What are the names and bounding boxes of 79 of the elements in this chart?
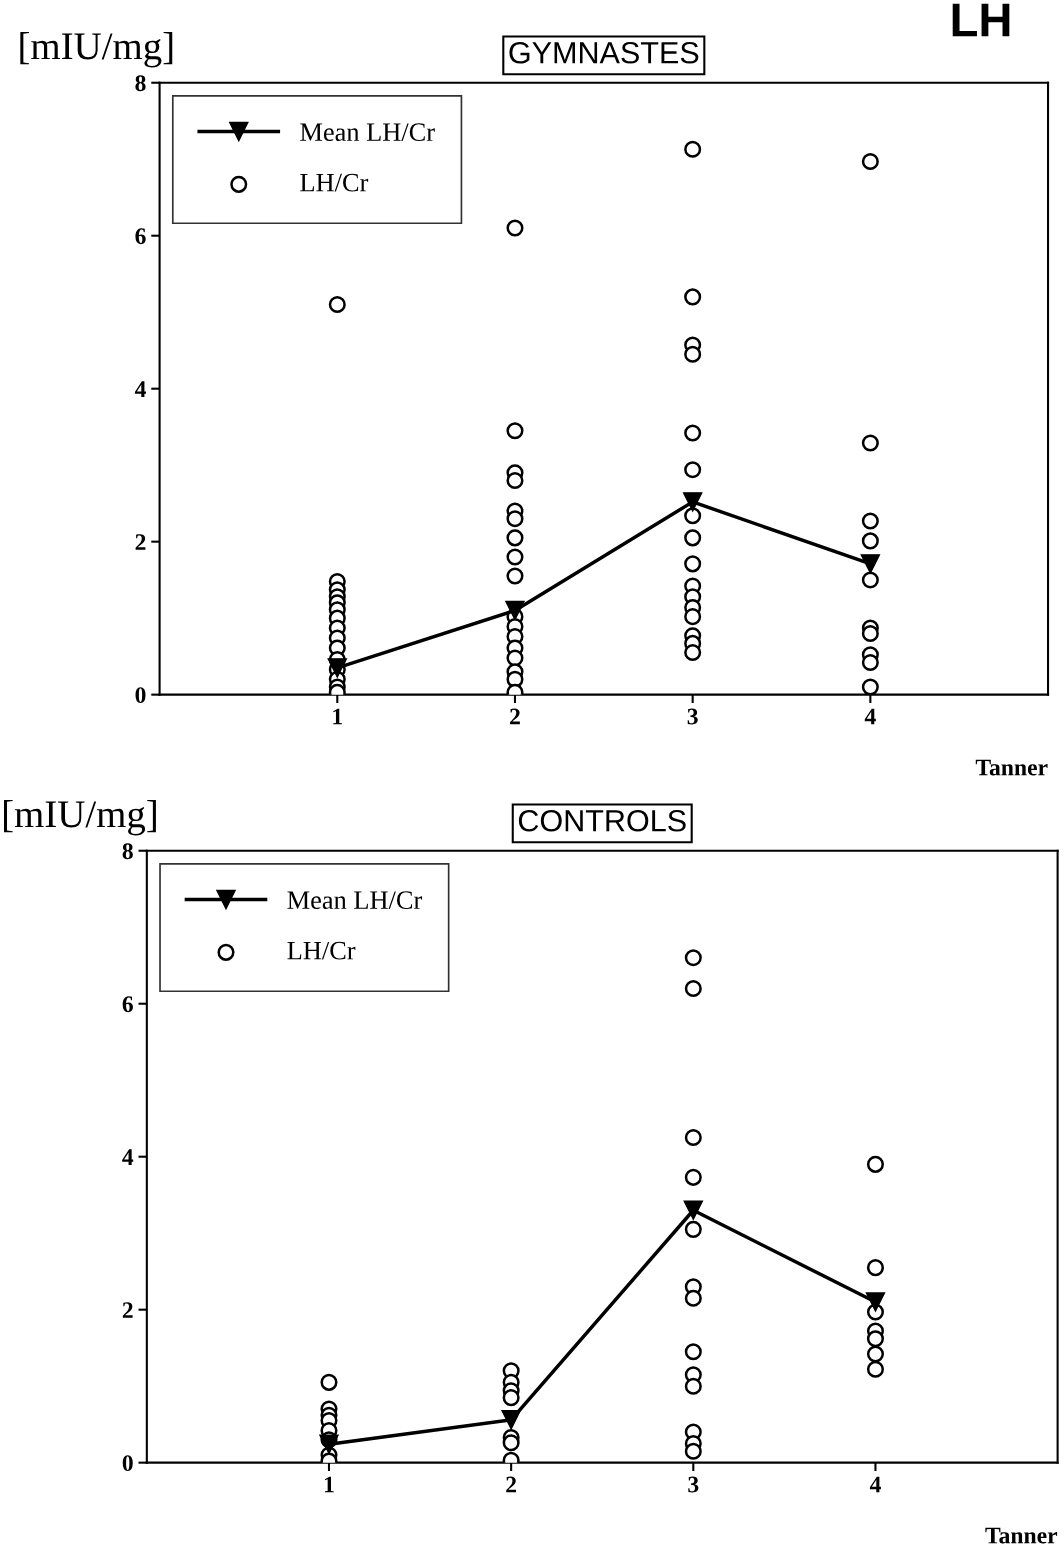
point (506, 548, 524, 566)
y-tick-label: 0 (122, 1455, 133, 1472)
point (866, 1330, 884, 1348)
text: LH (952, 3, 1010, 37)
point (319, 1434, 339, 1455)
point (684, 644, 702, 662)
point (866, 1360, 884, 1378)
point (866, 1259, 884, 1277)
point (861, 152, 879, 171)
y-tick-label: 4 (122, 1149, 134, 1165)
point (506, 422, 524, 440)
point (320, 1373, 338, 1391)
point (860, 554, 881, 574)
legend-label: Mean LH/Cr (300, 123, 435, 142)
x-tick-label: 2 (510, 708, 520, 725)
x-tick-label: 3 (687, 708, 698, 725)
y-tick-label: 8 (122, 843, 133, 860)
point (861, 678, 879, 695)
point (501, 1410, 521, 1430)
point (684, 1129, 702, 1147)
point (506, 219, 524, 237)
point (684, 1377, 702, 1395)
point (505, 600, 525, 621)
x-axis-title: Tanner (985, 1527, 1058, 1544)
point (684, 288, 702, 306)
point (861, 532, 879, 550)
point (684, 1442, 702, 1460)
point (684, 555, 702, 573)
y-tick-label: 6 (135, 228, 146, 245)
point (684, 140, 702, 158)
x-tick-label: 4 (864, 708, 876, 725)
point (684, 529, 702, 547)
point (861, 653, 879, 672)
chart-title: CONTROLS (518, 809, 686, 832)
point (502, 1389, 520, 1407)
y-tick-label: 2 (122, 1302, 133, 1318)
point (684, 1168, 702, 1186)
point (506, 510, 524, 528)
point (328, 296, 346, 314)
x-tick-label: 1 (333, 708, 342, 725)
point (684, 461, 702, 479)
point (682, 492, 703, 512)
point (861, 434, 879, 452)
x-tick-label: 4 (869, 1476, 881, 1493)
y-tick-label: 6 (122, 996, 133, 1013)
legend-label: LH/Cr (300, 173, 369, 192)
point (684, 949, 702, 967)
point (684, 424, 702, 442)
y-axis-title: [mIU/mg] (3, 800, 156, 836)
point (684, 1343, 702, 1361)
y-tick-label: 0 (135, 687, 146, 704)
y-axis-title: [mIU/mg] (20, 32, 173, 68)
y-tick-label: 4 (134, 381, 146, 397)
point (684, 345, 702, 363)
point (684, 1220, 702, 1238)
point (506, 529, 524, 547)
point (684, 507, 702, 525)
point (861, 512, 879, 530)
legend-label: LH/Cr (287, 941, 356, 960)
point (502, 1434, 520, 1452)
point (866, 1155, 884, 1173)
legend-label: Mean LH/Cr (287, 891, 423, 910)
x-tick-label: 2 (506, 1476, 517, 1493)
point (865, 1292, 886, 1312)
point (684, 608, 702, 626)
point (861, 624, 879, 642)
x-tick-label: 1 (324, 1476, 334, 1493)
point (506, 471, 524, 490)
x-tick-label: 3 (688, 1476, 699, 1493)
y-tick-label: 2 (135, 534, 146, 550)
point (866, 1345, 884, 1363)
point (683, 1200, 704, 1220)
point (861, 571, 879, 589)
y-tick-label: 8 (135, 75, 146, 92)
point (684, 1289, 702, 1307)
point (506, 567, 524, 585)
chart-title: GYMNASTES (509, 41, 699, 64)
x-axis-title: Tanner (975, 759, 1048, 776)
point (684, 979, 702, 997)
